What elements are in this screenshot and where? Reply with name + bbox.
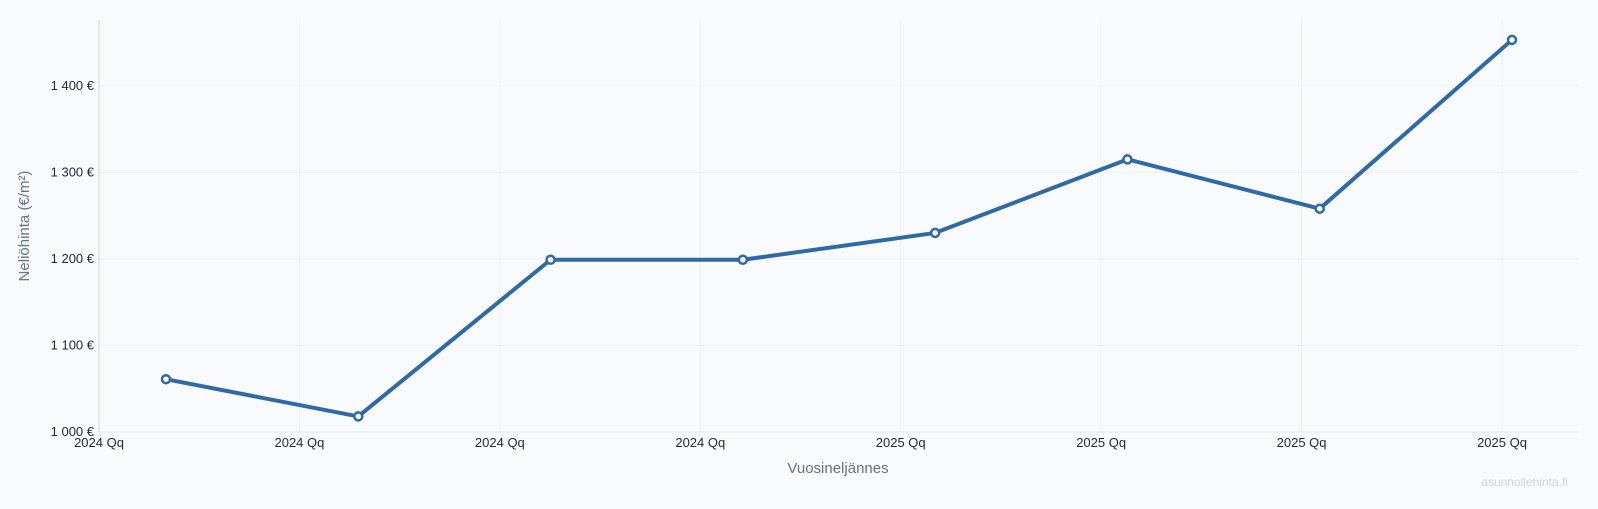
data-point[interactable] xyxy=(1314,203,1325,214)
grid xyxy=(99,20,1578,433)
y-tick-label: 1 200 € xyxy=(51,251,95,266)
y-axis-title: Neliöhinta (€/m²) xyxy=(16,171,33,282)
x-tick-label: 2024 Qq xyxy=(74,435,124,450)
data-point[interactable] xyxy=(353,411,364,422)
data-point[interactable] xyxy=(1506,34,1518,46)
x-tick-label: 2024 Qq xyxy=(675,435,725,450)
x-tick-labels: 2024 Qq 2024 Qq 2024 Qq 2024 Qq 2025 Qq 2025 … xyxy=(74,435,1527,450)
y-tick-label: 1 000 € xyxy=(51,424,95,439)
x-axis-title: Vuosineljännes xyxy=(787,460,888,477)
y-tick-label: 1 300 € xyxy=(51,164,95,179)
series-line xyxy=(164,37,1514,419)
y-tick-labels: 1 000 € 1 100 € 1 200 € 1 300 € 1 400 € xyxy=(51,78,95,439)
series-layer xyxy=(160,34,1518,422)
x-tick-label: 2025 Qq xyxy=(1277,435,1327,450)
x-tick-label: 2025 Qq xyxy=(876,435,926,450)
data-point[interactable] xyxy=(737,254,749,266)
x-tick-label: 2024 Qq xyxy=(274,435,324,450)
data-point[interactable] xyxy=(1122,154,1133,165)
data-point[interactable] xyxy=(929,227,941,239)
x-tick-label: 2024 Qq xyxy=(475,435,525,450)
y-tick-label: 1 400 € xyxy=(51,78,95,93)
x-tick-label: 2025 Qq xyxy=(1477,435,1527,450)
x-tick-label: 2025 Qq xyxy=(1076,435,1126,450)
y-tick-label: 1 100 € xyxy=(51,337,95,352)
data-point[interactable] xyxy=(545,254,556,266)
data-point[interactable] xyxy=(160,373,172,385)
axes xyxy=(98,20,1578,433)
watermark: asunnollehinta.fi xyxy=(1481,475,1568,489)
